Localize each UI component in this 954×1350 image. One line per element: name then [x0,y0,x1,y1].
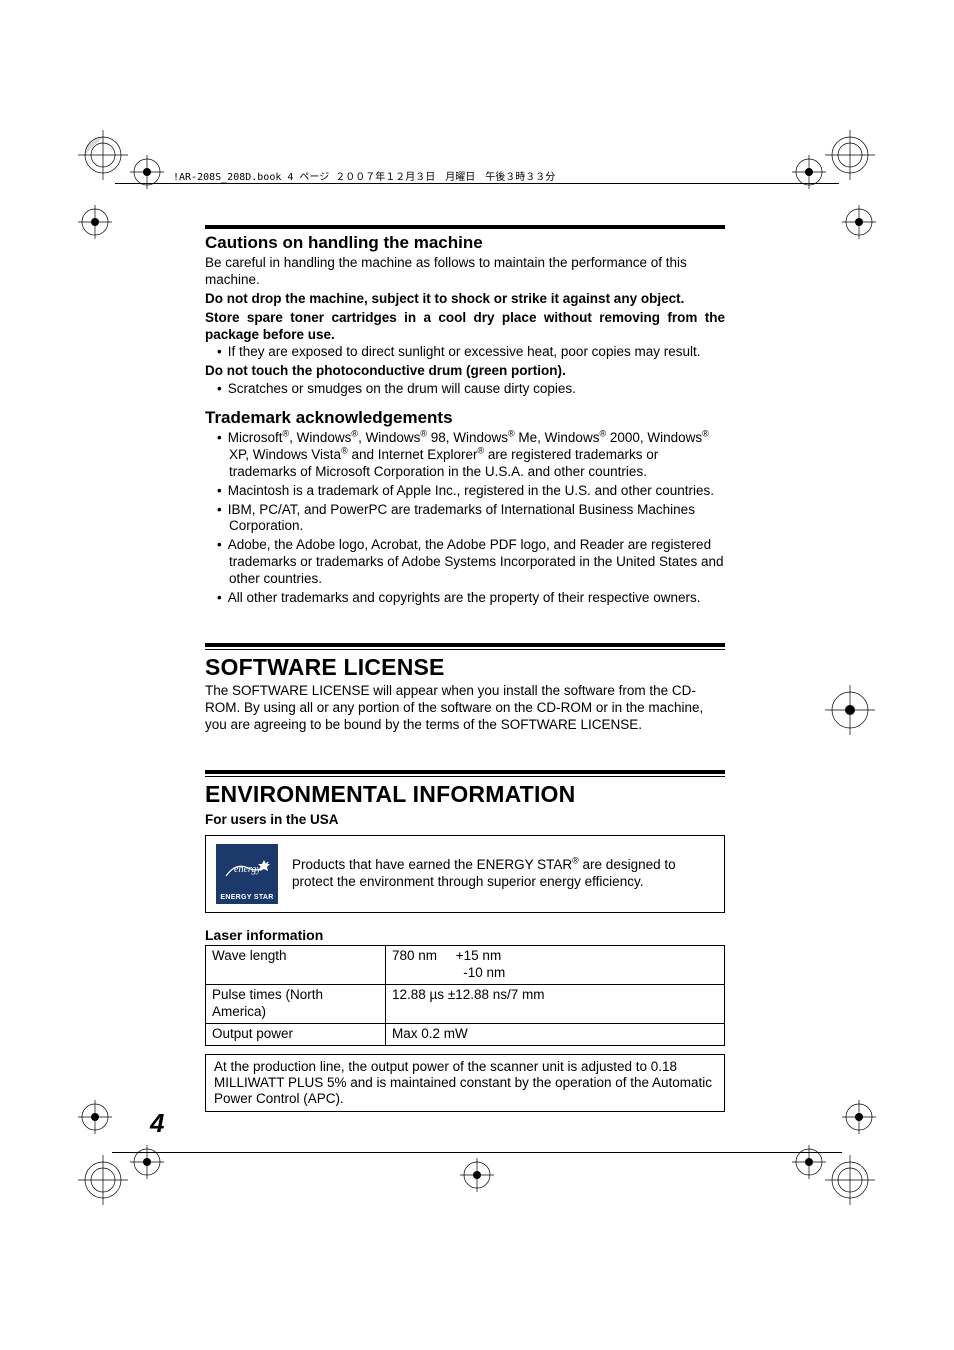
table-cell: Output power [206,1023,386,1045]
table-row: Wave length 780 nm +15 nm -10 nm [206,946,725,985]
heading-laser-info: Laser information [205,927,725,943]
reg-mark-bottom-center [460,1158,494,1192]
bullet-item: If they are exposed to direct sunlight o… [205,344,725,361]
reg-mark-right [842,205,876,239]
energy-star-logo: energy ENERGY STAR [216,844,278,904]
bullet-item: Microsoft®, Windows®, Windows® 98, Windo… [205,430,725,481]
bullet-item: Adobe, the Adobe logo, Acrobat, the Adob… [205,537,725,588]
cautions-store-toner: Store spare toner cartridges in a cool d… [205,310,725,344]
reg-mark-br-2 [842,1100,876,1134]
page-number: 4 [150,1108,164,1139]
section-rule [205,770,725,774]
crop-mark-top-left [78,130,128,180]
env-subtitle: For users in the USA [205,812,725,829]
cautions-dont-drop: Do not drop the machine, subject it to s… [205,291,725,308]
laser-note: At the production line, the output power… [205,1054,725,1113]
crop-mark-bottom-right [825,1155,875,1205]
energy-star-label: ENERGY STAR [220,894,273,901]
svg-text:energy: energy [234,864,261,875]
reg-mark-br-inner [792,1145,826,1179]
crop-mark-bottom-left [78,1155,128,1205]
bullet-item: All other trademarks and copyrights are … [205,590,725,607]
table-row: Pulse times (North America) 12.88 µs ±12… [206,985,725,1024]
table-cell: Wave length [206,946,386,985]
software-body: The SOFTWARE LICENSE will appear when yo… [205,683,725,734]
reg-mark-top-left [130,155,164,189]
page-body: Cautions on handling the machine Be care… [205,225,725,1112]
cautions-bullets-1: If they are exposed to direct sunlight o… [205,344,725,361]
cautions-bullets-2: Scratches or smudges on the drum will ca… [205,381,725,398]
table-cell: Pulse times (North America) [206,985,386,1024]
bottom-rule [112,1152,842,1153]
section-rule [205,643,725,647]
heading-environmental: ENVIRONMENTAL INFORMATION [205,781,725,808]
header-runner: !AR-208S_208D.book 4 ページ ２００７年１２月３日 月曜日 … [173,168,839,183]
heading-cautions: Cautions on handling the machine [205,233,725,253]
section-rule [205,225,725,229]
bullet-item: Scratches or smudges on the drum will ca… [205,381,725,398]
cautions-drum: Do not touch the photoconductive drum (g… [205,363,725,380]
energy-star-text: Products that have earned the ENERGY STA… [292,857,714,891]
reg-mark-bl-inner [130,1145,164,1179]
crop-mark-top-right [825,130,875,180]
heading-trademark: Trademark acknowledgements [205,408,725,428]
cautions-intro: Be careful in handling the machine as fo… [205,255,725,289]
table-cell: 780 nm +15 nm -10 nm [386,946,725,985]
energy-star-box: energy ENERGY STAR Products that have ea… [205,835,725,913]
reg-mark-mid-right-1 [825,685,875,735]
heading-software-license: SOFTWARE LICENSE [205,654,725,681]
reg-mark-bl-2 [78,1100,112,1134]
header-rule [115,183,839,184]
trademark-list: Microsoft®, Windows®, Windows® 98, Windo… [205,430,725,607]
reg-mark-left [78,205,112,239]
bullet-item: Macintosh is a trademark of Apple Inc., … [205,483,725,500]
reg-mark-top-right [792,155,826,189]
section-rule-thin [205,776,725,778]
table-row: Output power Max 0.2 mW [206,1023,725,1045]
section-rule-thin [205,649,725,651]
laser-table: Wave length 780 nm +15 nm -10 nm Pulse t… [205,945,725,1045]
table-cell: Max 0.2 mW [386,1023,725,1045]
bullet-item: IBM, PC/AT, and PowerPC are trademarks o… [205,502,725,536]
table-cell: 12.88 µs ±12.88 ns/7 mm [386,985,725,1024]
